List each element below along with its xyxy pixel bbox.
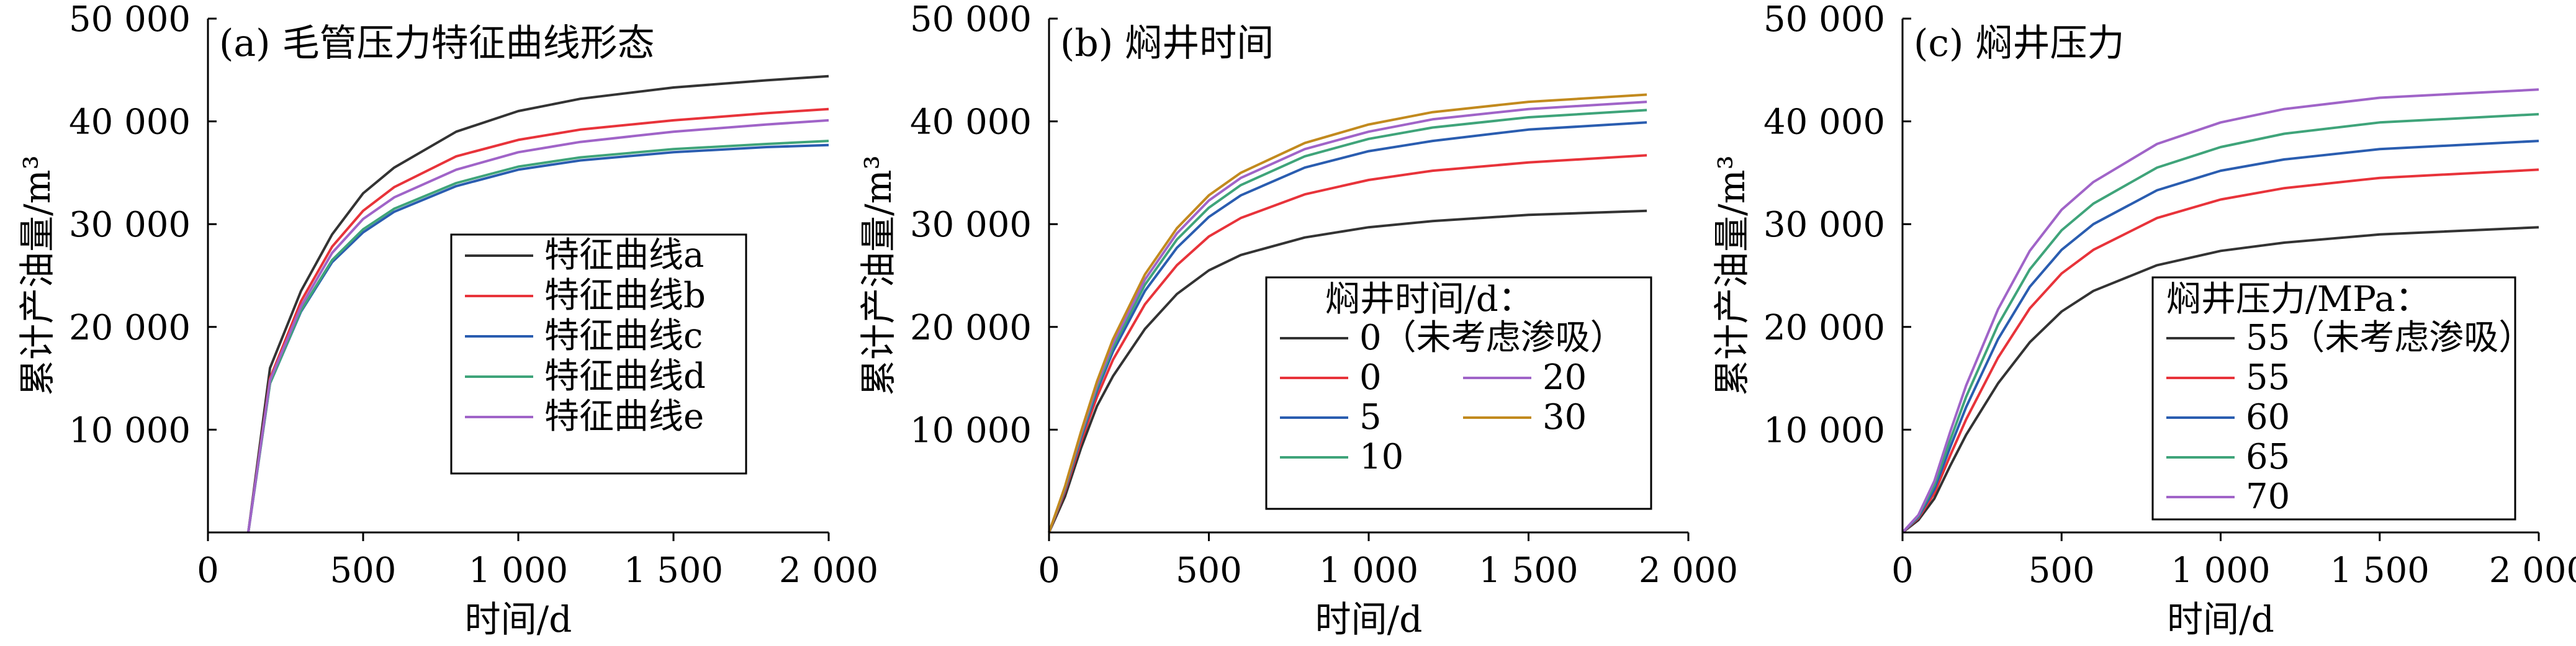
series-line (1901, 168, 2539, 534)
x-tick-label: 500 (2029, 550, 2095, 591)
legend-label: 20 (1542, 357, 1587, 398)
x-tick-label: 1 500 (1479, 550, 1578, 591)
legend-box (1265, 276, 1652, 510)
legend-label: 0 (1359, 357, 1382, 398)
series-line (247, 74, 829, 533)
x-tick-label: 500 (1176, 550, 1242, 591)
y-tick-label: 10 000 (910, 410, 1032, 451)
series-lines (1901, 88, 2539, 534)
series-line (247, 119, 829, 533)
y-tick-label: 50 000 (1763, 0, 1885, 40)
legend-label: 65 (2246, 437, 2290, 477)
legend-label: 30 (1542, 397, 1587, 437)
chart-panel-a: 0 500 1 000 1 500 2 000 10 000 20 000 30 000 40 … (16, 0, 878, 640)
axes: 0 500 1 000 1 500 2 000 10 000 20 000 30 000 40 … (1763, 0, 2576, 591)
series-line (1048, 93, 1647, 533)
series-line (1048, 209, 1647, 533)
legend-title: 焖井压力/MPa： (2166, 279, 2430, 320)
y-tick-label: 40 000 (910, 102, 1032, 143)
y-tick-label: 20 000 (910, 308, 1032, 348)
series-line (1901, 226, 2539, 534)
series-lines (247, 74, 829, 533)
legend-title: 焖井时间/d： (1325, 279, 1533, 320)
x-tick-label: 2 000 (1639, 550, 1738, 591)
legend-label: 55（未考虑渗吸） (2246, 318, 2533, 358)
y-tick-label: 40 000 (1763, 102, 1885, 143)
x-tick-label: 1 500 (624, 550, 723, 591)
legend-label: 55 (2246, 357, 2290, 398)
x-tick-label: 0 (1891, 550, 1914, 591)
y-tick-label: 30 000 (1763, 205, 1885, 245)
legend-label: 特征曲线b (544, 276, 706, 316)
y-axis-label: 累计产油量/m³ (1711, 155, 1753, 396)
series-line (1901, 88, 2539, 534)
axes: 0 500 1 000 1 500 2 000 10 000 20 000 30 000 40 … (69, 0, 878, 591)
x-tick-label: 0 (1038, 550, 1060, 591)
legend-label: 60 (2246, 397, 2290, 437)
x-axis-label: 时间/d (465, 598, 572, 640)
series-line (247, 107, 829, 533)
x-tick-label: 0 (197, 550, 219, 591)
x-tick-label: 2 000 (2489, 550, 2576, 591)
chart-panel-b: 0 500 1 000 1 500 2 000 10 000 20 000 30 000 40 … (857, 0, 1738, 640)
legend-label: 0（未考虑渗吸） (1359, 318, 1625, 358)
y-axis-label: 累计产油量/m³ (16, 155, 58, 396)
y-tick-label: 10 000 (1763, 410, 1885, 451)
y-tick-label: 50 000 (910, 0, 1032, 40)
chart-title: (b) 焖井时间 (1060, 22, 1274, 65)
x-tick-label: 1 000 (2171, 550, 2270, 591)
chart-title: (a) 毛管压力特征曲线形态 (219, 22, 655, 65)
legend-label: 特征曲线e (544, 397, 704, 437)
legend-label: 特征曲线c (544, 316, 703, 356)
legend-label: 5 (1359, 397, 1382, 437)
series-lines (1048, 93, 1647, 533)
series-line (247, 140, 829, 533)
series-line (1901, 113, 2539, 534)
y-tick-label: 10 000 (69, 410, 191, 451)
series-line (1901, 140, 2539, 534)
y-tick-label: 40 000 (69, 102, 191, 143)
axes: 0 500 1 000 1 500 2 000 10 000 20 000 30 000 40 … (910, 0, 1738, 591)
legend-label: 特征曲线d (544, 356, 706, 397)
x-tick-label: 2 000 (779, 550, 878, 591)
x-axis-label: 时间/d (1315, 598, 1423, 640)
y-tick-label: 20 000 (69, 308, 191, 348)
legend-label: 10 (1359, 437, 1403, 477)
chart-title: (c) 焖井压力 (1914, 22, 2125, 65)
x-tick-label: 1 000 (469, 550, 568, 591)
chart-panel-c: 0 500 1 000 1 500 2 000 10 000 20 000 30 000 40 … (1711, 0, 2576, 640)
y-axis-label: 累计产油量/m³ (857, 155, 899, 396)
legend-label: 特征曲线a (544, 235, 704, 276)
y-tick-label: 50 000 (69, 0, 191, 40)
series-line (1048, 154, 1647, 533)
x-tick-label: 500 (330, 550, 397, 591)
legend-box (2151, 276, 2516, 521)
y-tick-label: 20 000 (1763, 308, 1885, 348)
x-tick-label: 1 500 (2330, 550, 2430, 591)
y-tick-label: 30 000 (910, 205, 1032, 245)
legend-box (450, 233, 747, 475)
x-axis-label: 时间/d (2167, 598, 2274, 640)
y-tick-label: 30 000 (69, 205, 191, 245)
legend-label: 70 (2246, 477, 2290, 517)
x-tick-label: 1 000 (1319, 550, 1418, 591)
